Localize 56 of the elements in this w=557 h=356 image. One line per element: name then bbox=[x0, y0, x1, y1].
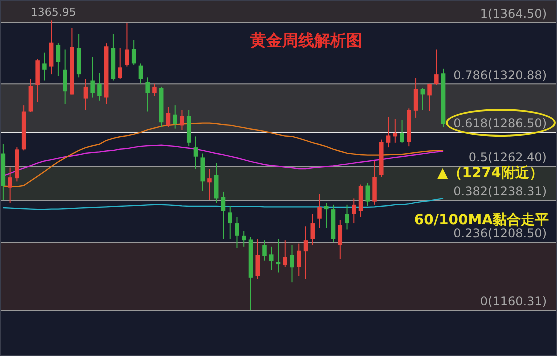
annotation: 1365.95 bbox=[30, 6, 76, 20]
candlestick bbox=[208, 168, 212, 201]
candlestick bbox=[125, 22, 130, 68]
candlestick bbox=[194, 136, 198, 170]
candlestick bbox=[414, 78, 418, 118]
candlestick bbox=[173, 105, 178, 130]
candlestick bbox=[400, 120, 404, 144]
candlestick bbox=[84, 78, 88, 111]
candlestick bbox=[180, 110, 184, 131]
candlestick bbox=[345, 204, 350, 230]
ref-line-label: 0.382(1238.31) bbox=[454, 184, 547, 199]
candlestick bbox=[146, 77, 150, 112]
candlestick bbox=[152, 83, 157, 97]
annotation: 60/100MA黏合走平 bbox=[414, 212, 549, 229]
candlestick bbox=[304, 226, 308, 280]
candlestick bbox=[324, 202, 329, 229]
ref-line-label: 0.5(1262.40) bbox=[468, 150, 547, 165]
candlestick bbox=[283, 240, 288, 268]
candlestick bbox=[42, 52, 47, 82]
candlestick bbox=[63, 49, 68, 105]
candlestick bbox=[200, 153, 205, 192]
candlestick bbox=[228, 206, 232, 240]
candlestick bbox=[235, 216, 240, 249]
candlestick bbox=[352, 198, 356, 224]
candlestick bbox=[262, 240, 267, 262]
candlestick bbox=[98, 72, 102, 102]
candlestick bbox=[56, 43, 61, 77]
candlestick bbox=[428, 83, 432, 112]
candlestick bbox=[269, 246, 274, 271]
ref-line-label: 0.618(1286.50) bbox=[454, 116, 547, 131]
annotation: ▲（1274附近） bbox=[438, 164, 544, 182]
candlestick bbox=[420, 88, 426, 111]
candlestick bbox=[90, 57, 95, 98]
candlestick bbox=[221, 191, 226, 240]
ref-line-label: 1(1364.50) bbox=[480, 6, 547, 21]
candlestick bbox=[8, 167, 12, 204]
candlestick bbox=[310, 214, 316, 246]
candlestick bbox=[132, 40, 136, 66]
candlestick bbox=[118, 48, 122, 80]
candlestick bbox=[297, 243, 302, 277]
candlestick bbox=[386, 116, 391, 148]
candlestick bbox=[290, 244, 294, 284]
candlestick bbox=[138, 63, 144, 84]
candlestick bbox=[338, 220, 343, 260]
ref-line-label: 0(1160.31) bbox=[480, 294, 547, 309]
candlestick bbox=[166, 106, 171, 128]
candlestick bbox=[256, 238, 260, 280]
candlestick bbox=[434, 49, 439, 86]
candlestick bbox=[318, 194, 322, 229]
text: 黄金周线解析图 bbox=[249, 31, 362, 50]
candlestick bbox=[49, 20, 54, 76]
ref-line-label: 0.786(1320.88) bbox=[454, 68, 547, 82]
candlestick bbox=[366, 182, 370, 207]
candlestick bbox=[214, 162, 219, 204]
candlestick bbox=[242, 230, 246, 248]
ref-line-label: 0.236(1208.50) bbox=[454, 226, 547, 241]
